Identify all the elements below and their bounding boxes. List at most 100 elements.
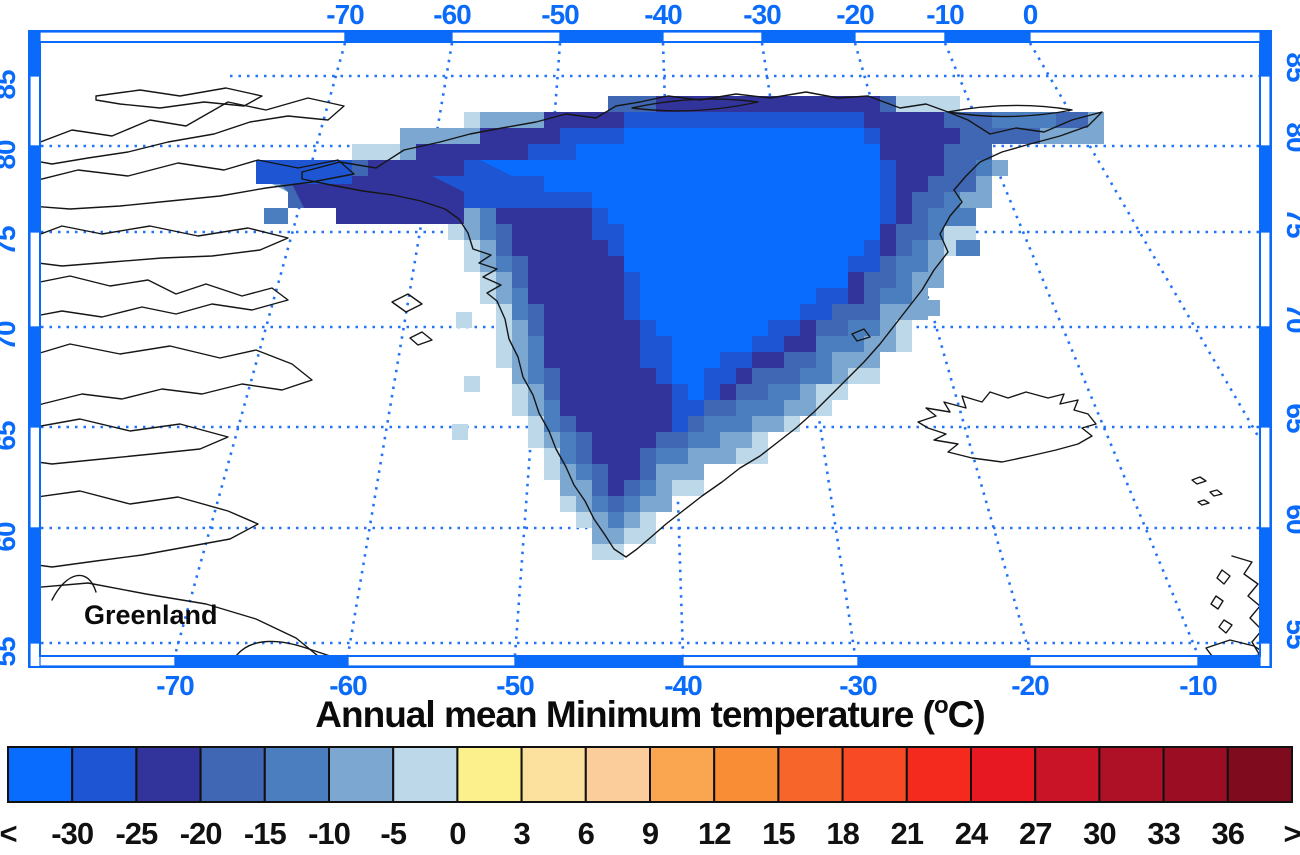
colorbar-tick-label: -25 (115, 816, 158, 851)
axis-tick-label: 70 (1281, 303, 1300, 333)
colorbar-tick-label: 3 (513, 816, 530, 851)
axis-tick-label: -40 (644, 0, 682, 30)
frame-stripe-left (29, 145, 41, 233)
colorbar-tick-label: < (0, 816, 17, 851)
colorbar-cell (905, 746, 972, 803)
title-degree-sup: o (934, 692, 948, 719)
axis-tick-label: -60 (433, 0, 471, 30)
frame-inner-rule (39, 41, 1261, 657)
colorbar-tick-label: -20 (180, 816, 222, 851)
colorbar-cell (1162, 746, 1229, 803)
frame-stripe-bottom (347, 655, 516, 667)
frame-stripe-bottom (682, 655, 859, 667)
axis-tick-label: -70 (156, 670, 194, 701)
frame-stripe-top (344, 31, 453, 43)
colorbar-tick-label: 33 (1147, 816, 1180, 851)
colorbar-tick-label: 36 (1212, 816, 1245, 851)
frame-stripe-left (29, 326, 41, 428)
axis-tick-label: -50 (496, 670, 534, 701)
axis-tick-label: 85 (0, 70, 21, 100)
colorbar-cell (263, 746, 330, 803)
colorbar (7, 746, 1294, 803)
colorbar-tick-label: 18 (826, 816, 859, 851)
colorbar-tick-label: 24 (955, 816, 989, 851)
frame-stripe-right (1259, 30, 1271, 77)
frame-outer-rule (28, 30, 1272, 668)
frame-stripe-right (1259, 75, 1271, 147)
frame-stripe-top (28, 31, 346, 43)
axis-tick-label: 55 (1281, 619, 1300, 649)
colorbar-cell (1226, 746, 1294, 803)
coastline-british-isles (1205, 555, 1259, 655)
frame-stripe-left (29, 231, 41, 328)
axis-tick-label: -10 (926, 0, 964, 30)
axis-tick-label: -20 (836, 0, 874, 30)
axis-tick-label: 65 (1281, 403, 1300, 433)
frame-stripe-bottom (28, 655, 176, 667)
colorbar-cell (713, 746, 780, 803)
temperature-cell-patch (452, 424, 468, 440)
colorbar-cell (584, 746, 651, 803)
axis-tick-label: 0 (1023, 0, 1038, 30)
axis-tick-label: -70 (326, 0, 364, 30)
axis-tick-label: 80 (1281, 122, 1300, 152)
colorbar-cell (7, 746, 74, 803)
colorbar-cell (1034, 746, 1101, 803)
ring-below-minus30-core (480, 128, 880, 400)
frame-stripe-top (451, 31, 561, 43)
colorbar-labels: < -30 -25 -20 -15 -10 -5 0 3 6 9 12 15 18 21 24 27 30 33 36… (0, 816, 1300, 851)
frame-stripe-top (944, 31, 1031, 43)
colorbar-cell (71, 746, 138, 803)
frame-stripe-top (1029, 31, 1272, 43)
frame-stripe-right (1259, 426, 1271, 529)
colorbar-cell (456, 746, 523, 803)
axis-tick-label: -30 (743, 0, 781, 30)
map-frame (28, 30, 1272, 668)
frame-stripe-left (29, 527, 41, 644)
axis-tick-label: 85 (1281, 52, 1300, 82)
colorbar-tick-label: -10 (308, 816, 350, 851)
colorbar-cell (1098, 746, 1165, 803)
axis-tick-label: 70 (0, 321, 21, 351)
frame-stripe-top (559, 31, 664, 43)
colorbar-cell (520, 746, 587, 803)
axis-tick-labels: -70 -60 -50 -40 -30 -20 -10 0 -70 -60 -50 -40 -30 -20… (0, 0, 1300, 701)
axis-tick-label: -40 (664, 670, 702, 701)
colorbar-tick-label: 30 (1083, 816, 1115, 851)
axis-tick-label: -30 (839, 670, 877, 701)
region-label: Greenland (84, 600, 218, 630)
frame-stripe-top (761, 31, 856, 43)
colorbar-cell (841, 746, 908, 803)
frame-stripe-right (1259, 642, 1271, 668)
frame-stripe-left (29, 642, 41, 668)
colorbar-cell (199, 746, 266, 803)
meridian-gridline (173, 43, 347, 655)
axis-tick-label: 55 (0, 637, 21, 667)
axis-tick-label: -50 (541, 0, 579, 30)
colorbar-cell (328, 746, 395, 803)
page-title: Annual mean Minimum temperature (oC) (315, 692, 984, 735)
coastlines (41, 87, 1259, 655)
frame-stripe-bottom (514, 655, 684, 667)
axis-tick-label: 60 (1281, 504, 1300, 534)
temperature-cell-patch (464, 376, 480, 392)
axis-tick-label: 75 (0, 226, 21, 256)
colorbar-cell (777, 746, 844, 803)
frame-stripe-top (662, 31, 763, 43)
axis-tick-label: -60 (329, 670, 367, 701)
axis-tick-label: 80 (0, 140, 21, 170)
colorbar-tick-label: > (1283, 816, 1300, 851)
title-suffix: C) (948, 694, 985, 735)
title-prefix: Annual mean Minimum temperature ( (315, 694, 935, 735)
colorbar-tick-label: 0 (449, 816, 465, 851)
colorbar-tick-label: 6 (578, 816, 595, 851)
colorbar-cell (649, 746, 716, 803)
colorbar-cell (970, 746, 1037, 803)
temperature-cell-patch (264, 208, 288, 224)
frame-stripe-left (29, 426, 41, 529)
colorbar-cell (135, 746, 202, 803)
colorbar-cell (392, 746, 459, 803)
axis-tick-label: -20 (1011, 670, 1049, 701)
coastline-greenland (301, 91, 1103, 558)
